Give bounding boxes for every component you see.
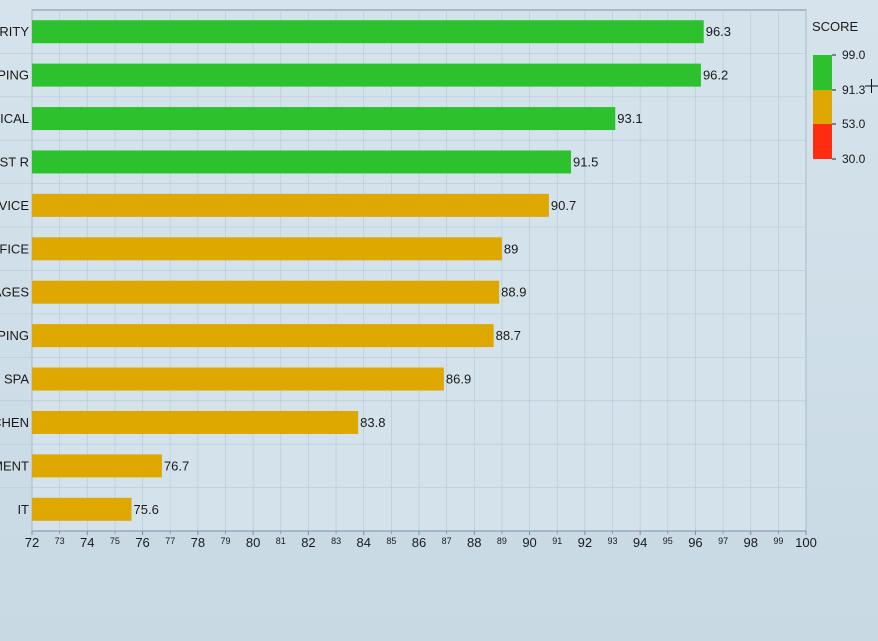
x-tick-label: 94 bbox=[633, 535, 647, 550]
x-minor-tick-label: 81 bbox=[276, 536, 286, 546]
x-tick-label: 82 bbox=[301, 535, 315, 550]
value-label: 86.9 bbox=[446, 372, 471, 387]
category-label: APING bbox=[0, 68, 29, 83]
x-minor-tick-label: 97 bbox=[718, 536, 728, 546]
bar bbox=[32, 63, 701, 87]
x-minor-tick-label: 77 bbox=[165, 536, 175, 546]
x-minor-tick-label: 83 bbox=[331, 536, 341, 546]
x-minor-tick-label: 95 bbox=[663, 536, 673, 546]
x-minor-tick-label: 93 bbox=[607, 536, 617, 546]
grid-lines bbox=[0, 10, 807, 531]
bar bbox=[32, 193, 549, 217]
category-label: IT bbox=[17, 502, 29, 517]
category-label: UEST R bbox=[0, 154, 29, 169]
x-minor-tick-label: 85 bbox=[386, 536, 396, 546]
legend-band bbox=[813, 90, 832, 124]
value-label: 88.7 bbox=[496, 328, 521, 343]
bar bbox=[32, 367, 444, 391]
bar bbox=[32, 150, 572, 174]
bar bbox=[32, 497, 132, 521]
category-label: SPA bbox=[4, 372, 29, 387]
category-label: EPING bbox=[0, 328, 29, 343]
x-tick-label: 100 bbox=[795, 535, 817, 550]
crosshair-cursor-icon bbox=[865, 79, 878, 93]
legend-band bbox=[813, 55, 832, 90]
bar bbox=[32, 237, 502, 261]
x-minor-tick-label: 89 bbox=[497, 536, 507, 546]
bar bbox=[32, 20, 704, 44]
bars bbox=[32, 20, 704, 521]
x-minor-tick-label: 87 bbox=[442, 536, 452, 546]
bar bbox=[32, 454, 162, 478]
value-label: 75.6 bbox=[134, 502, 159, 517]
legend-band bbox=[813, 124, 832, 159]
x-tick-label: 88 bbox=[467, 535, 481, 550]
legend-stop-label: 99.0 bbox=[842, 48, 866, 62]
x-minor-tick-label: 73 bbox=[55, 536, 65, 546]
value-label: 89 bbox=[504, 241, 518, 256]
x-tick-label: 96 bbox=[688, 535, 702, 550]
category-label: CHEN bbox=[0, 415, 29, 430]
legend-title: SCORE bbox=[812, 19, 859, 34]
legend: SCORE 99.0 91.3 53.0 30.0 bbox=[812, 19, 866, 166]
category-label: AGES bbox=[0, 285, 29, 300]
value-label: 76.7 bbox=[164, 458, 189, 473]
x-tick-label: 76 bbox=[135, 535, 149, 550]
value-labels: 96.3 96.2 93.1 91.5 90.7 89 88.9 88.7 86.9 83.8 76… bbox=[134, 24, 732, 517]
bar bbox=[32, 410, 359, 434]
x-minor-tick-label: 99 bbox=[773, 536, 783, 546]
value-label: 93.1 bbox=[617, 111, 642, 126]
value-label: 90.7 bbox=[551, 198, 576, 213]
x-minor-tick-label: 75 bbox=[110, 536, 120, 546]
x-tick-label: 84 bbox=[356, 535, 370, 550]
category-label: FFICE bbox=[0, 241, 29, 256]
bar bbox=[32, 324, 494, 348]
legend-stop-label: 30.0 bbox=[842, 152, 866, 166]
value-label: 91.5 bbox=[573, 154, 598, 169]
value-label: 96.2 bbox=[703, 68, 728, 83]
value-label: 88.9 bbox=[501, 285, 526, 300]
x-tick-label: 92 bbox=[578, 535, 592, 550]
x-tick-label: 90 bbox=[522, 535, 536, 550]
x-tick-label: 74 bbox=[80, 535, 94, 550]
legend-stop-label: 53.0 bbox=[842, 117, 866, 131]
x-minor-tick-label: 79 bbox=[220, 536, 230, 546]
category-label: URITY bbox=[0, 24, 29, 39]
x-tick-label: 78 bbox=[191, 535, 205, 550]
x-tick-label: 72 bbox=[25, 535, 39, 550]
category-label: MENT bbox=[0, 458, 29, 473]
bar bbox=[32, 107, 616, 131]
category-label: NICAL bbox=[0, 111, 29, 126]
x-tick-label: 86 bbox=[412, 535, 426, 550]
x-tick-label: 80 bbox=[246, 535, 260, 550]
value-label: 96.3 bbox=[706, 24, 731, 39]
bar bbox=[32, 280, 500, 304]
value-label: 83.8 bbox=[360, 415, 385, 430]
x-axis: 72 74 76 78 80 82 84 86 88 90 92 94 96 98 100 73 75 77 79 8… bbox=[25, 530, 817, 550]
legend-stop-label: 91.3 bbox=[842, 83, 866, 97]
x-tick-label: 98 bbox=[743, 535, 757, 550]
x-minor-tick-label: 91 bbox=[552, 536, 562, 546]
